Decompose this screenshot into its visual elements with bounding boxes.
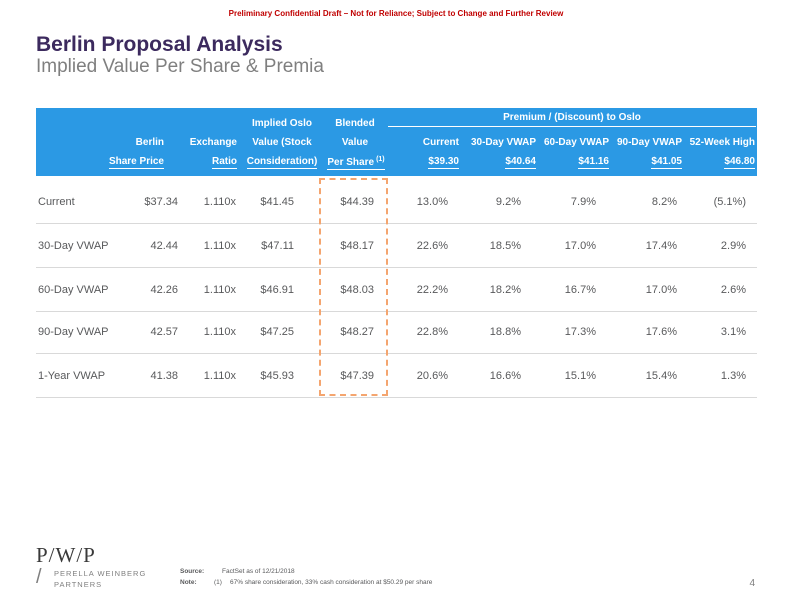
source-label: Source: [180,568,205,575]
table-row: Current $37.34 1.110x $41.45 $44.39 13.0… [36,180,757,224]
cell-implied-value: $45.93 [260,370,294,382]
cell-premium-60day: 17.3% [564,326,596,338]
source-text: FactSet as of 12/21/2018 [222,568,295,575]
cell-implied-value: $47.11 [261,240,294,252]
cell-premium-90day: 17.6% [645,326,677,338]
cell-premium-52week: 2.6% [720,284,746,296]
header-exchange-line2: Ratio [212,156,237,169]
row-label: 60-Day VWAP [38,284,109,296]
cell-implied-value: $46.91 [260,284,294,296]
header-90day-line1: 90-Day VWAP [616,137,682,148]
cell-premium-90day: 8.2% [651,196,677,208]
cell-premium-60day: 17.0% [564,240,596,252]
header-52week-price: $46.80 [724,156,755,169]
header-current-line1: Current [422,137,459,148]
cell-premium-52week: (5.1%) [713,196,746,208]
table-row: 90-Day VWAP 42.57 1.110x $47.25 $48.27 2… [36,310,757,354]
cell-implied-value: $47.25 [260,326,294,338]
row-label: 30-Day VWAP [38,240,109,252]
cell-berlin-price: $37.34 [144,196,178,208]
cell-premium-90day: 15.4% [645,370,677,382]
blended-value-highlight-box [319,178,388,396]
cell-premium-current: 22.6% [416,240,448,252]
cell-exchange-ratio: 1.110x [203,326,236,338]
table-row: 30-Day VWAP 42.44 1.110x $47.11 $48.17 2… [36,224,757,268]
cell-exchange-ratio: 1.110x [203,240,236,252]
premium-group-header: Premium / (Discount) to Oslo [503,112,641,123]
cell-premium-60day: 16.7% [564,284,596,296]
cell-premium-30day: 16.6% [489,370,521,382]
row-label: Current [38,196,75,208]
cell-berlin-price: 42.26 [150,284,178,296]
header-90day-price: $41.05 [651,156,682,169]
header-current-price: $39.30 [428,156,459,169]
confidential-banner: Preliminary Confidential Draft – Not for… [228,9,564,18]
cell-premium-52week: 2.9% [720,240,746,252]
pwp-logo-mark: P/W/P [36,543,96,567]
cell-berlin-price: 42.57 [150,326,178,338]
header-exchange-line1: Exchange [189,137,237,148]
cell-premium-90day: 17.0% [645,284,677,296]
cell-premium-30day: 18.8% [489,326,521,338]
header-blended-line2: Value [341,137,369,148]
cell-blended-value: $48.27 [340,326,374,338]
header-60day-line1: 60-Day VWAP [543,137,609,148]
cell-premium-60day: 15.1% [564,370,596,382]
cell-implied-value: $41.45 [260,196,294,208]
header-60day-price: $41.16 [578,156,609,169]
cell-exchange-ratio: 1.110x [203,196,236,208]
header-blended-line1: Blended [335,118,375,129]
cell-exchange-ratio: 1.110x [203,370,236,382]
pwp-logo-slash: / [36,566,42,588]
cell-premium-90day: 17.4% [645,240,677,252]
table-header: Premium / (Discount) to Oslo Berlin Shar… [36,108,757,176]
header-blended-line3: Per Share [327,157,375,168]
cell-premium-52week: 1.3% [720,370,746,382]
cell-blended-value: $48.17 [340,240,374,252]
cell-premium-52week: 3.1% [720,326,746,338]
page-title: Berlin Proposal Analysis [36,33,283,56]
header-implied-line3: Consideration) [246,156,318,169]
cell-berlin-price: 42.44 [150,240,178,252]
cell-premium-current: 20.6% [416,370,448,382]
header-52week-line1: 52-Week High [689,137,755,148]
header-berlin-line1: Berlin [135,137,164,148]
cell-berlin-price: 41.38 [150,370,178,382]
cell-premium-60day: 7.9% [570,196,596,208]
header-berlin-line2: Share Price [108,156,164,169]
header-implied-line2: Value (Stock [252,137,312,148]
cell-premium-30day: 9.2% [495,196,521,208]
cell-premium-current: 13.0% [416,196,448,208]
header-30day-price: $40.64 [505,156,536,169]
header-blended-footnote-marker: (1) [376,156,385,163]
header-implied-line1: Implied Oslo [251,118,312,129]
header-30day-line1: 30-Day VWAP [470,137,536,148]
note-number: (1) [214,579,222,586]
pwp-logo-line1: PERELLA WEINBERG [54,569,147,578]
row-label: 90-Day VWAP [38,326,109,338]
premium-group-underline [388,126,756,127]
note-label: Note: [180,579,197,586]
cell-blended-value: $47.39 [340,370,374,382]
table-row: 60-Day VWAP 42.26 1.110x $46.91 $48.03 2… [36,268,757,312]
pwp-logo-line2: PARTNERS [54,580,103,589]
cell-exchange-ratio: 1.110x [203,284,236,296]
cell-blended-value: $48.03 [340,284,374,296]
row-label: 1-Year VWAP [38,370,106,382]
cell-premium-current: 22.2% [416,284,448,296]
cell-premium-30day: 18.5% [489,240,521,252]
page-subtitle: Implied Value Per Share & Premia [36,56,324,77]
note-text: 67% share consideration, 33% cash consid… [230,579,433,586]
cell-premium-current: 22.8% [416,326,448,338]
table-row: 1-Year VWAP 41.38 1.110x $45.93 $47.39 2… [36,354,757,398]
cell-blended-value: $44.39 [340,196,374,208]
cell-premium-30day: 18.2% [489,284,521,296]
page-number: 4 [749,578,755,589]
